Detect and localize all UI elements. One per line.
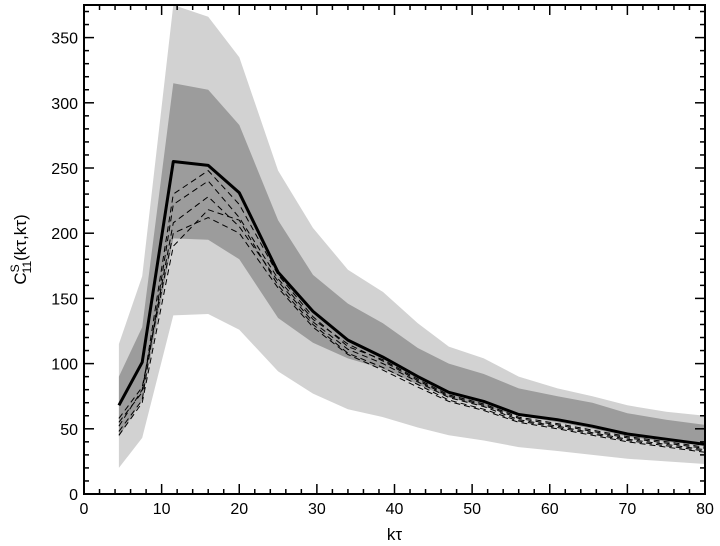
y-tick-label: 300: [51, 96, 78, 113]
y-axis-label-base: C: [11, 272, 30, 284]
series-line-dashed-2: [118, 180, 705, 449]
series-line-dashed-3: [118, 196, 705, 451]
series-layer: [117, 160, 705, 453]
y-tick-label: 150: [51, 291, 78, 308]
x-tick-label: 40: [386, 501, 404, 518]
x-tick-label: 50: [463, 501, 481, 518]
x-tick-label: 80: [696, 501, 714, 518]
outer-band-layer: [118, 5, 705, 468]
y-tick-label: 0: [69, 487, 78, 504]
y-tick-label: 250: [51, 161, 78, 178]
outer-confidence-band: [118, 5, 705, 468]
series-line-mean: [117, 160, 705, 446]
x-axis-label: kτ: [387, 525, 403, 544]
series-line-dashed-1: [118, 170, 705, 448]
y-axis-label: CS11(kτ,kτ): [8, 214, 34, 284]
y-axis-label-sup: S: [8, 264, 22, 272]
y-tick-label: 100: [51, 357, 78, 374]
x-tick-label: 30: [308, 501, 326, 518]
series-line-dashed-4: [118, 209, 705, 452]
y-tick-label: 350: [51, 31, 78, 48]
x-tick-label: 20: [230, 501, 248, 518]
y-axis-label-sub: 11: [20, 261, 34, 274]
y-tick-label: 200: [51, 226, 78, 243]
axes-layer: 0 10 20 30 40 50 60 70 80 0 50 100 150 200 250 300 350: [51, 4, 714, 518]
y-axis-label-args: (kτ,kτ): [11, 214, 30, 260]
x-tick-label: 60: [541, 501, 559, 518]
y-tick-label: 50: [60, 422, 78, 439]
series-line-dashed-5: [118, 217, 705, 453]
x-tick-label: 0: [80, 501, 89, 518]
x-tick-label: 70: [618, 501, 636, 518]
x-tick-label: 10: [153, 501, 171, 518]
